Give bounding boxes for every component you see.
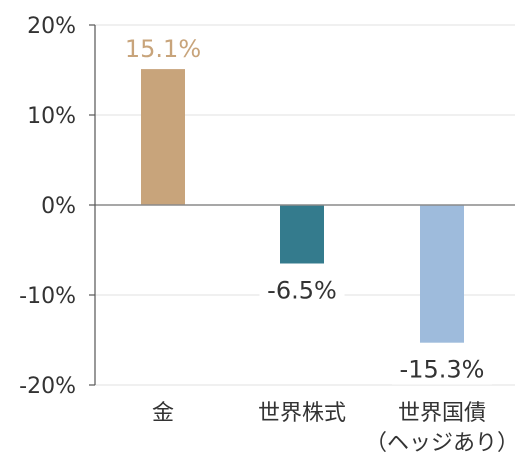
- data-label: 15.1%: [125, 35, 201, 63]
- bar: [280, 205, 324, 264]
- y-tick-labels: 20% 10% 0% -10% -20%: [19, 14, 76, 399]
- category-label: 金: [152, 401, 174, 426]
- y-tick-label: -20%: [19, 374, 76, 399]
- bars: [141, 69, 464, 343]
- y-tick-label: 0%: [41, 194, 76, 219]
- data-label-background: [259, 273, 345, 306]
- bar: [420, 205, 464, 343]
- category-labels: 金 世界株式 世界国債 （ヘッジあり）: [152, 401, 519, 456]
- y-tick-label: -10%: [19, 284, 76, 309]
- y-tick-label: 20%: [27, 14, 76, 39]
- data-label: -6.5%: [267, 277, 337, 305]
- category-label: （ヘッジあり）: [365, 431, 519, 456]
- bar: [141, 69, 185, 205]
- axes: [89, 24, 515, 386]
- category-label: 世界国債: [398, 401, 486, 426]
- data-labels: 15.1% -6.5% -15.3%: [125, 35, 492, 385]
- data-label-background: [392, 352, 492, 385]
- category-label: 世界株式: [258, 401, 346, 426]
- y-tick-label: 10%: [27, 104, 76, 129]
- data-label: -15.3%: [400, 356, 485, 384]
